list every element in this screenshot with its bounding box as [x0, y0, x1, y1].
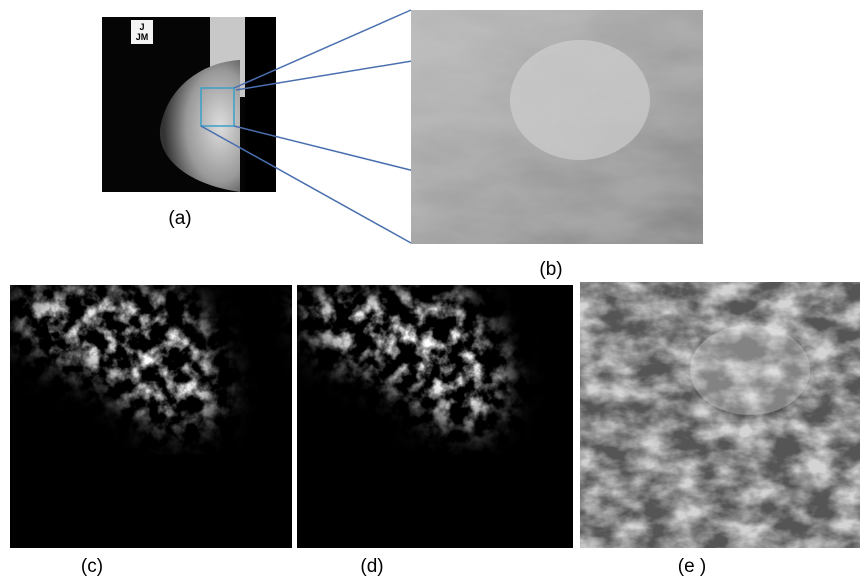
panel-label: (d)	[360, 556, 383, 577]
panel-b-image	[411, 10, 703, 244]
figure: J JM (a) (b) (c) (d) (e )	[0, 0, 860, 580]
panel-label: (a)	[168, 208, 191, 229]
panel-label: (b)	[539, 259, 562, 280]
marker-text: JM	[136, 32, 149, 42]
panel-c-image	[10, 285, 292, 548]
panel-label: (c)	[81, 556, 103, 577]
panel-d-image	[297, 285, 573, 548]
panel-a-image: J JM	[102, 17, 276, 192]
panel-e-image	[580, 282, 860, 548]
marker-text: J	[139, 22, 144, 32]
panel-label: (e )	[678, 556, 707, 577]
